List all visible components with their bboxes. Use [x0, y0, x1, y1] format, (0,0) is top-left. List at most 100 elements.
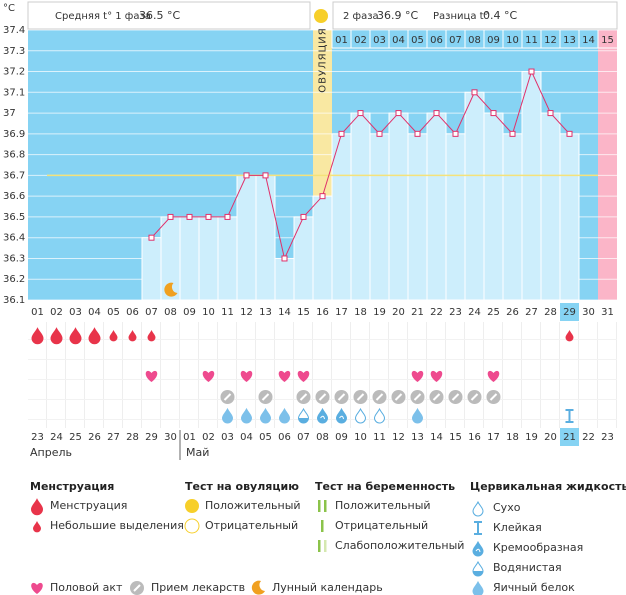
- pill-slash: [318, 393, 327, 401]
- legend-title: Тест на овуляцию: [185, 480, 299, 493]
- menstruation-mark: [50, 327, 63, 345]
- temp-column: [179, 216, 200, 301]
- calendar-date: 03: [221, 432, 234, 443]
- temp-column: [369, 133, 390, 301]
- temp-column: [445, 133, 466, 301]
- cervical-mark: [565, 409, 574, 423]
- temp-point: [224, 213, 231, 220]
- x-tick-label: 08: [164, 307, 177, 318]
- temp-column: [293, 216, 314, 301]
- pill-slash: [451, 393, 460, 401]
- temp-column: [350, 112, 371, 301]
- month-label: Апрель: [30, 446, 72, 459]
- phase2-day: 01: [335, 35, 348, 46]
- medication-mark: [353, 390, 368, 404]
- calendar-date: 21: [563, 432, 576, 443]
- pill-slash: [337, 393, 346, 401]
- legend-item: Небольшие выделения: [50, 519, 184, 532]
- calendar-date: 26: [88, 432, 101, 443]
- heart-icon: [240, 370, 253, 382]
- x-tick-label: 19: [373, 307, 386, 318]
- calendar-date: 06: [278, 432, 291, 443]
- legend-title: Цервикальная жидкость: [470, 480, 626, 493]
- temp-point: [471, 89, 478, 96]
- drop-icon: [259, 407, 272, 424]
- pill-slash: [223, 393, 232, 401]
- phase2-day: 08: [468, 35, 481, 46]
- heart-icon: [430, 370, 443, 382]
- drop-icon: [240, 407, 253, 424]
- temp-point: [547, 110, 554, 117]
- moon-mark: [164, 282, 178, 297]
- calendar-date: 20: [544, 432, 557, 443]
- medication-mark: [429, 390, 444, 404]
- temp-column: [407, 133, 428, 301]
- x-tick-label: 29: [563, 307, 576, 318]
- calendar-date: 14: [430, 432, 443, 443]
- medication-mark: [467, 390, 482, 404]
- x-tick-label: 11: [221, 307, 234, 318]
- calendar-date: 11: [373, 432, 386, 443]
- x-tick-label: 30: [582, 307, 595, 318]
- menstruation-mark: [88, 327, 101, 345]
- phase2-day: 12: [544, 35, 557, 46]
- calendar-date: 27: [107, 432, 120, 443]
- medication-mark: [296, 390, 311, 404]
- heart-icon: [145, 370, 158, 382]
- x-tick-label: 16: [316, 307, 329, 318]
- y-tick-label: 36.1: [3, 295, 25, 306]
- legend-title: Тест на беременность: [315, 480, 455, 493]
- temp-point: [528, 68, 535, 75]
- legend-item: Яичный белок: [493, 581, 575, 594]
- legend-item: Лунный календарь: [272, 581, 383, 594]
- next-period-band: [598, 30, 617, 300]
- drop-icon: [472, 500, 484, 517]
- intercourse-mark: [430, 370, 443, 382]
- heart-icon: [297, 370, 310, 382]
- legend-title: Менструация: [30, 480, 114, 493]
- legend-icon: [318, 500, 321, 512]
- temp-column: [540, 112, 561, 301]
- sticky-icon: [565, 409, 574, 423]
- medication-mark: [391, 390, 406, 404]
- x-tick-label: 17: [335, 307, 348, 318]
- legend-item: Слабоположительный: [335, 539, 464, 552]
- medication-mark: [410, 390, 425, 404]
- cervical-mark: [335, 407, 348, 424]
- calendar-date: 23: [31, 432, 44, 443]
- pill-slash: [413, 393, 422, 401]
- phase1-label: Средняя t° 1 фаза: [55, 11, 151, 22]
- x-tick-label: 22: [430, 307, 443, 318]
- diff-value: 0.4 °C: [483, 9, 517, 22]
- phase2-value: 36.9 °C: [377, 9, 418, 22]
- phase2-day: 09: [487, 35, 500, 46]
- pill-slash: [470, 393, 479, 401]
- creamy-curl: [475, 548, 481, 553]
- phase2-day: 06: [430, 35, 443, 46]
- temp-column: [236, 174, 257, 301]
- spotting-mark: [147, 329, 156, 342]
- legend-icon: [185, 499, 199, 513]
- pill-slash: [432, 393, 441, 401]
- legend-item: Прием лекарств: [151, 581, 245, 594]
- pill-slash: [299, 393, 308, 401]
- intercourse-mark: [278, 370, 291, 382]
- drop-icon: [88, 327, 101, 345]
- phase1-value: 36.5 °C: [139, 9, 180, 22]
- legend-item: Положительный: [335, 499, 431, 512]
- moon-icon: [251, 580, 265, 595]
- today-highlight: [560, 303, 579, 321]
- ovulation-sun: [314, 9, 328, 23]
- temp-column: [331, 133, 352, 301]
- calendar-date: 13: [411, 432, 424, 443]
- temp-point: [357, 110, 364, 117]
- y-tick-label: 36.3: [3, 253, 25, 264]
- calendar-date: 10: [354, 432, 367, 443]
- drop-icon: [128, 329, 137, 342]
- drop-icon: [373, 407, 386, 424]
- calendar-date: 02: [202, 432, 215, 443]
- drop-icon: [32, 520, 42, 533]
- drop-icon: [565, 329, 574, 342]
- legend-item: Половой акт: [50, 581, 123, 594]
